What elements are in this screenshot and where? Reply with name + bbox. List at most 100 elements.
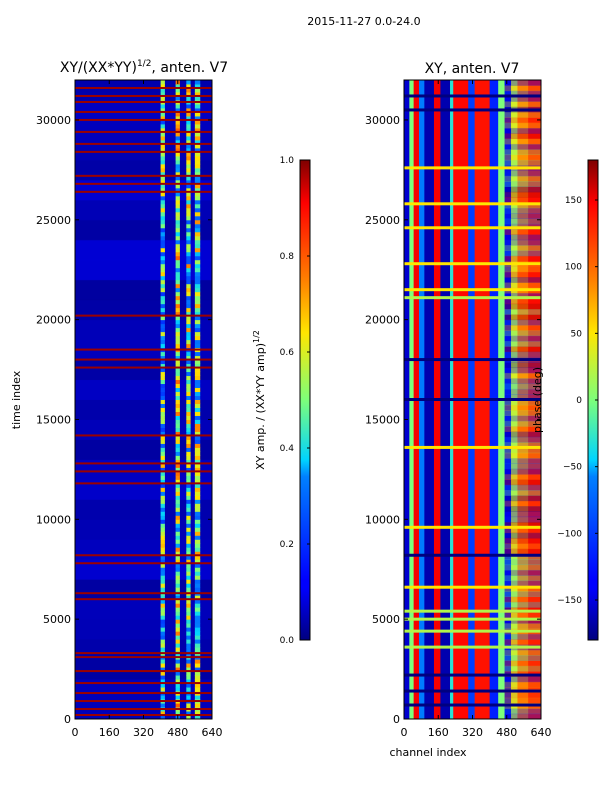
phase-noise-cell <box>504 149 541 156</box>
phase-noise-cell <box>504 585 541 592</box>
phase-colorbar-ticks: −150 −100 −50 0 50 100 150 <box>557 196 598 606</box>
amplitude-band-cell <box>186 547 191 552</box>
amplitude-band-cell <box>186 303 191 309</box>
amplitude-band-cell <box>194 171 201 177</box>
amplitude-band-cell <box>186 379 191 385</box>
amplitude-band-cell <box>160 547 165 552</box>
amplitude-flag-row <box>75 118 212 121</box>
amplitude-band-cell <box>175 127 180 133</box>
amplitude-band-cell <box>186 135 191 141</box>
amplitude-band-cell <box>175 207 180 213</box>
amplitude-colorbar-tick-label: 0.8 <box>280 252 295 262</box>
amplitude-band-cell <box>186 687 191 692</box>
amplitude-band-cell <box>175 335 180 341</box>
amplitude-band-cell <box>194 687 201 692</box>
amplitude-band-cell <box>186 287 191 293</box>
amplitude-band-cell <box>186 147 191 153</box>
amplitude-band-cell <box>175 687 180 692</box>
amplitude-band-cell <box>186 91 191 97</box>
phase-heatmap <box>404 80 541 719</box>
amplitude-band-cell <box>194 131 201 137</box>
amplitude-colorbar-tick-label: 0.6 <box>280 348 295 358</box>
amplitude-band-cell <box>175 287 180 293</box>
amplitude-band-cell <box>186 551 191 556</box>
amplitude-band-cell <box>160 439 165 444</box>
amplitude-band-cell <box>186 291 191 297</box>
amplitude-band-cell <box>175 211 180 217</box>
phase-flag-row <box>404 262 541 266</box>
amplitude-band-cell <box>186 671 191 676</box>
amplitude-band-cell <box>186 335 191 341</box>
amplitude-band-cell <box>194 387 201 393</box>
amplitude-band-cell <box>194 623 201 628</box>
amplitude-band-cell <box>186 115 191 121</box>
amplitude-band-cell <box>186 647 191 652</box>
amplitude-band-cell <box>160 687 165 692</box>
amplitude-heatmap <box>75 80 212 719</box>
amplitude-band-cell <box>160 423 165 428</box>
amplitude-band-cell <box>175 311 180 317</box>
phase-noise-cell <box>504 532 541 539</box>
phase-noise-cell <box>504 197 541 203</box>
phase-noise-cell <box>504 655 541 661</box>
amplitude-band-cell <box>186 279 191 285</box>
amplitude-row-block <box>75 359 212 381</box>
amplitude-band-cell <box>194 271 201 277</box>
phase-noise-cell <box>504 80 541 86</box>
amplitude-flag-row <box>75 434 212 437</box>
phase-xtick-label: 480 <box>496 726 517 739</box>
phase-ytick-label: 15000 <box>365 413 400 426</box>
amplitude-band-cell <box>186 251 191 257</box>
amplitude-band-cell <box>186 563 191 568</box>
amplitude-band-cell <box>175 619 180 624</box>
amplitude-band-cell <box>160 163 165 169</box>
amplitude-band-cell <box>194 407 201 412</box>
phase-flag-row <box>404 445 541 449</box>
amplitude-band-cell <box>186 599 191 604</box>
amplitude-band-cell <box>160 299 165 305</box>
amplitude-band-cell <box>160 619 165 624</box>
amplitude-band-cell <box>194 607 201 612</box>
amplitude-band-cell <box>160 491 165 496</box>
amplitude-band-cell <box>194 427 201 432</box>
amplitude-band-cell <box>194 367 201 373</box>
amplitude-band-cell <box>194 379 201 385</box>
amplitude-band-cell <box>175 203 180 209</box>
amplitude-row-block <box>75 159 212 181</box>
amplitude-band-cell <box>175 395 180 400</box>
phase-noise-cell <box>504 495 541 502</box>
amplitude-band-cell <box>186 543 191 548</box>
amplitude-band-cell <box>194 491 201 496</box>
amplitude-band-cell <box>160 675 165 680</box>
amplitude-band-cell <box>160 155 165 161</box>
amplitude-band-cell <box>160 91 165 97</box>
amplitude-band-cell <box>186 383 191 389</box>
amplitude-band-cell <box>175 147 180 153</box>
amplitude-band-cell <box>194 643 201 648</box>
amplitude-band-cell <box>186 339 191 345</box>
amplitude-band-cell <box>175 519 180 524</box>
amplitude-band-cell <box>194 639 201 644</box>
amplitude-band-cell <box>160 663 165 668</box>
amplitude-band-cell <box>194 631 201 636</box>
phase-noise-cell <box>504 617 541 624</box>
amplitude-band-cell <box>186 499 191 504</box>
amplitude-band-cell <box>194 463 201 468</box>
amplitude-band-cell <box>160 607 165 612</box>
amplitude-band-cell <box>160 103 165 109</box>
amplitude-band-cell <box>175 139 180 145</box>
amplitude-band-cell <box>175 671 180 676</box>
amplitude-band-cell <box>194 395 201 400</box>
amplitude-band-cell <box>160 271 165 277</box>
amplitude-band-cell <box>175 183 180 189</box>
amplitude-band-cell <box>194 715 201 719</box>
amplitude-band-cell <box>160 343 165 349</box>
amplitude-flag-row <box>75 130 212 133</box>
amplitude-band-cell <box>194 303 201 309</box>
amplitude-band-cell <box>186 587 191 592</box>
amplitude-band-cell <box>175 111 180 117</box>
phase-xtick-label: 320 <box>462 726 483 739</box>
amplitude-band-cell <box>175 531 180 536</box>
amplitude-band-cell <box>186 367 191 373</box>
amplitude-band-cell <box>194 483 201 488</box>
